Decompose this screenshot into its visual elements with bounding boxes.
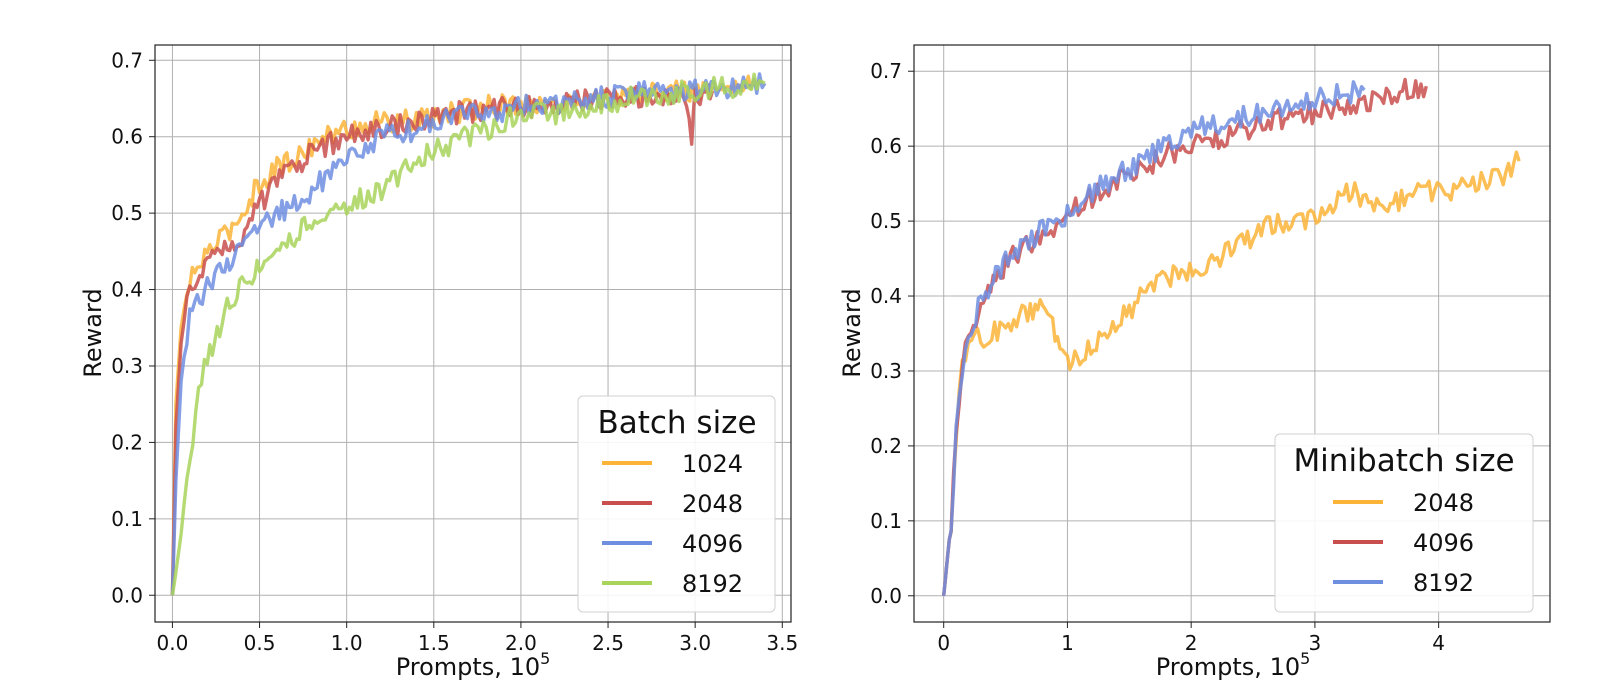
y-tick-label: 0.1: [111, 507, 143, 531]
x-tick-label: 3.0: [679, 631, 711, 655]
y-tick-label: 0.5: [111, 201, 143, 225]
legend-label-4096: 4096: [682, 530, 743, 558]
x-tick-label: 2: [1185, 631, 1198, 655]
y-tick-label: 0.2: [111, 430, 143, 454]
y-tick-label: 0.7: [111, 48, 143, 72]
y-tick-label: 0.2: [870, 434, 902, 458]
y-tick-label: 0.5: [870, 209, 902, 233]
plot-frame: [913, 44, 1551, 623]
legend-items: 1024 2048 4096 8192: [602, 450, 743, 598]
y-tick-label: 0.0: [111, 583, 143, 607]
y-tick-label: 0.4: [870, 284, 902, 308]
y-axis-label: Reward: [838, 288, 866, 377]
y-tick-label: 0.3: [870, 359, 902, 383]
y-tick-label: 0.1: [870, 509, 902, 533]
x-axis-label: Prompts, 105: [1156, 649, 1311, 681]
legend-items: 2048 4096 8192: [1333, 489, 1474, 597]
legend-label-2048: 2048: [682, 490, 743, 518]
legend-label-8192: 8192: [682, 570, 743, 598]
chart-minibatch-size: 0 1 2 3 4 0.0 0.1 0.2 0.3 0.4 0.5 0.6 0.7 Prompts, 1…: [838, 44, 1551, 681]
y-tick-label: 0.6: [870, 134, 902, 158]
tick-labels: 0.0 0.5 1.0 1.5 2.0 2.5 3.0 3.5 0.0 0.1 0.2 0.3 0.4 0…: [111, 48, 798, 655]
series-line-4096: [170, 72, 767, 596]
x-tick-label: 1: [1061, 631, 1074, 655]
x-tick-label: 2.5: [592, 631, 624, 655]
x-tick-label: 3.5: [766, 631, 798, 655]
x-tick-label: 1.0: [331, 631, 363, 655]
x-tick-label: 2.0: [505, 631, 537, 655]
y-axis-label: Reward: [79, 288, 107, 377]
legend-title: Minibatch size: [1293, 443, 1514, 479]
legend-label-8192: 8192: [1413, 569, 1474, 597]
series-line-4096: [942, 77, 1428, 596]
x-tick-label: 0: [937, 631, 950, 655]
y-tick-label: 0.0: [870, 584, 902, 608]
series-line-8192: [942, 80, 1366, 596]
plot-frame: [154, 44, 792, 623]
x-tick-label: 4: [1432, 631, 1445, 655]
x-axis-label: Prompts, 105: [396, 649, 551, 681]
x-tick-label: 1.5: [418, 631, 450, 655]
legend-label-1024: 1024: [682, 450, 743, 478]
legend-label-4096: 4096: [1413, 529, 1474, 557]
series-lines: [170, 72, 767, 596]
y-tick-label: 0.3: [111, 354, 143, 378]
y-tick-label: 0.4: [111, 278, 143, 302]
y-tick-label: 0.7: [870, 59, 902, 83]
legend-title: Batch size: [597, 405, 756, 441]
legend-label-2048: 2048: [1413, 489, 1474, 517]
legend-box: [577, 395, 776, 613]
grid-lines: [155, 45, 791, 622]
series-lines: [942, 77, 1521, 596]
x-tick-label: 3: [1309, 631, 1322, 655]
legend: Minibatch size 2048 4096 8192: [1274, 433, 1534, 613]
x-tick-label: 0.5: [244, 631, 276, 655]
legend-box: [1274, 433, 1534, 613]
legend: Batch size 1024 2048 4096 8192: [577, 395, 776, 613]
series-line-2048: [942, 150, 1521, 596]
chart-batch-size: 0.0 0.5 1.0 1.5 2.0 2.5 3.0 3.5 0.0 0.1 0.2 0.3 0.4 0…: [79, 44, 798, 681]
tick-labels: 0 1 2 3 4 0.0 0.1 0.2 0.3 0.4 0.5 0.6 0.7: [870, 59, 1445, 655]
series-line-8192: [170, 72, 766, 596]
y-tick-label: 0.6: [111, 125, 143, 149]
x-tick-label: 0.0: [157, 631, 189, 655]
